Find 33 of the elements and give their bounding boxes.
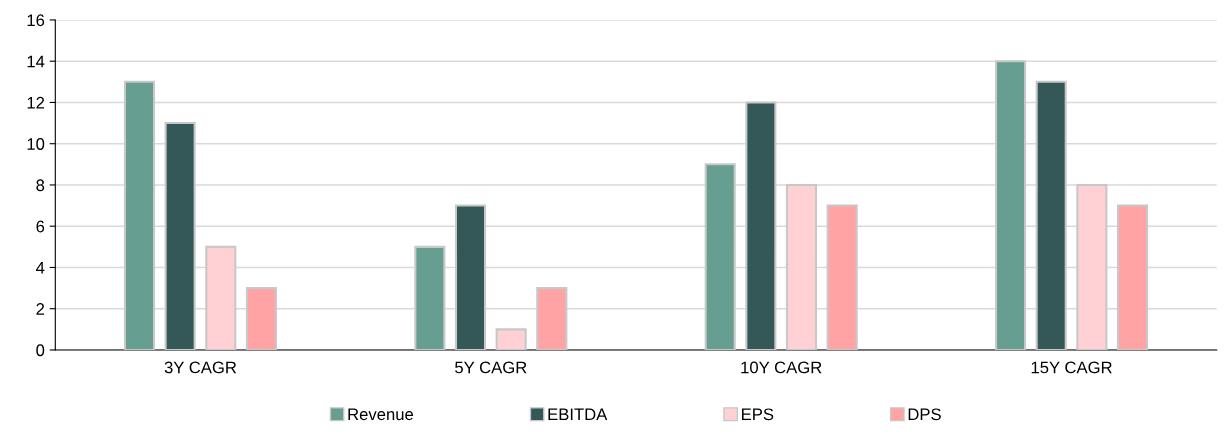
bar	[1035, 80, 1067, 350]
bar	[826, 204, 858, 350]
bar	[1116, 204, 1149, 350]
x-tick-label: 3Y CAGR	[164, 361, 237, 374]
bar	[1076, 183, 1108, 350]
x-tick-label: 15Y CAGR	[1031, 361, 1112, 374]
y-tick-label: 16	[27, 14, 45, 27]
legend-label: EPS	[742, 408, 774, 421]
bar	[205, 245, 237, 350]
bar	[123, 80, 156, 350]
y-tick-label: 2	[36, 303, 45, 315]
legend-label: Revenue	[348, 408, 414, 421]
bar	[164, 122, 196, 350]
y-tick-label: 0	[36, 344, 45, 357]
legend-label: DPS	[908, 408, 941, 421]
bar	[704, 163, 736, 350]
y-tick-label: 4	[36, 262, 45, 274]
bar	[745, 101, 777, 350]
bar	[245, 287, 278, 350]
y-tick-label: 12	[27, 96, 45, 109]
bar	[785, 183, 818, 350]
x-tick-label: 10Y CAGR	[741, 361, 822, 374]
legend-label: EBITDA	[548, 408, 608, 421]
y-tick-label: 14	[27, 55, 45, 68]
bar	[995, 60, 1027, 350]
bar	[454, 204, 487, 350]
y-tick-label: 8	[36, 179, 45, 192]
bar	[495, 328, 527, 350]
bar	[536, 287, 568, 350]
y-tick-label: 10	[27, 138, 45, 150]
y-tick-label: 6	[36, 220, 45, 233]
x-tick-label: 5Y CAGR	[455, 361, 527, 374]
bar	[414, 245, 446, 350]
